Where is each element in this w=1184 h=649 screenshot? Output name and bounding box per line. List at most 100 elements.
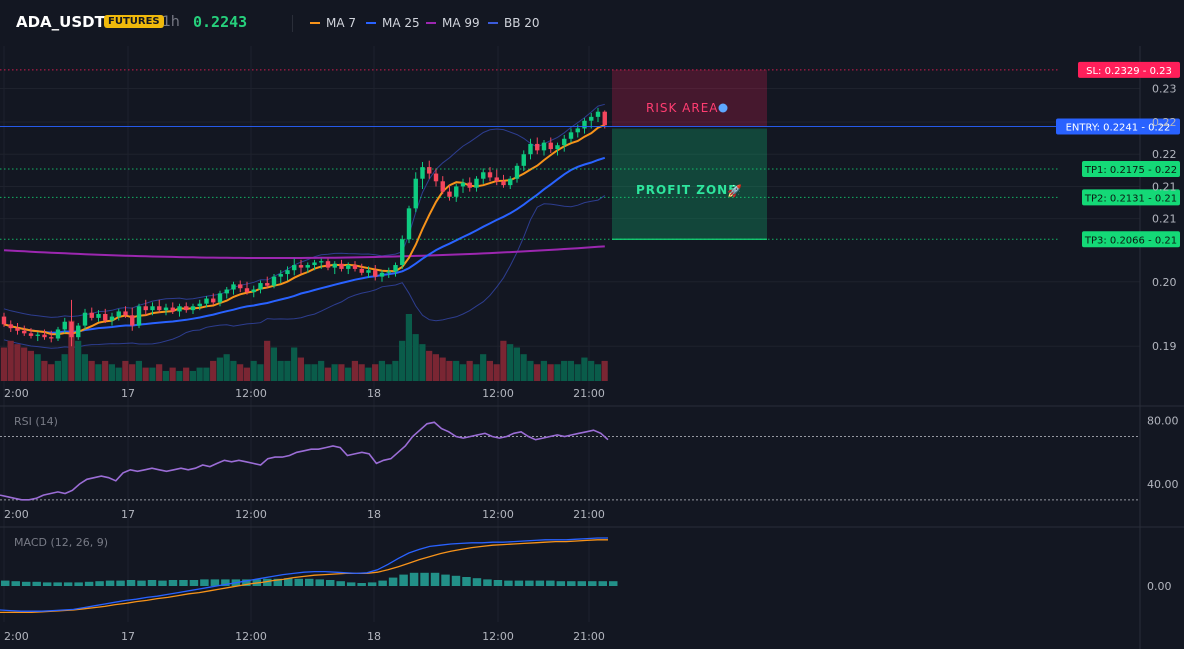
macd-histogram-bar: [74, 582, 83, 586]
macd-histogram-bar: [378, 580, 387, 586]
volume-bar: [115, 367, 122, 381]
volume-bar: [183, 367, 190, 381]
profit-zone[interactable]: [612, 128, 767, 240]
time-tick-label: 17: [121, 508, 135, 521]
candle-body: [22, 330, 27, 334]
level-tag-entry: [1056, 118, 1180, 135]
legend-ma7-swatch: [310, 21, 320, 24]
candle-body: [474, 178, 479, 188]
time-tick-label: 2:00: [4, 387, 29, 400]
volume-bar: [588, 360, 595, 381]
candle-body: [231, 284, 236, 290]
legend-bb20[interactable]: BB 20: [488, 16, 540, 30]
candle-body: [109, 316, 115, 321]
axes: 0.23 0.22 0.22 0.21 0.21 0.20 0.19 2:00 17 12:00 1…: [4, 83, 1177, 643]
macd-histogram-bar: [42, 582, 52, 586]
level-tag-profit: [1082, 231, 1180, 248]
macd-histogram-bar: [357, 583, 366, 586]
candle-body: [555, 145, 560, 150]
symbol-label[interactable]: ADA_USDT: [16, 13, 105, 31]
volume-bar: [554, 364, 561, 381]
price-tick-label: 0.19: [1152, 340, 1177, 353]
legend-ma25[interactable]: MA 25: [366, 16, 420, 30]
macd-histogram-bar: [441, 574, 450, 586]
volume-bar: [581, 357, 588, 381]
candle-body: [278, 274, 283, 277]
trade-levels: SL: 0.2329 - 0.23 ENTRY: 0.2241 - 0.22 TP1…: [0, 61, 1180, 248]
macd-histogram-bar: [325, 580, 335, 586]
volume-bar: [243, 367, 250, 381]
volume-bar: [68, 320, 75, 381]
last-price: 0.2243: [193, 13, 248, 31]
candle-body: [89, 312, 94, 318]
macd-histogram-bar: [179, 580, 188, 586]
volume-bar: [547, 364, 554, 381]
macd-histogram-bar: [493, 580, 503, 586]
macd-histogram-bar: [95, 581, 104, 586]
candle-body: [82, 312, 88, 326]
macd-histogram-bar: [263, 578, 272, 586]
macd-histogram-bar: [168, 580, 178, 586]
candle-body: [373, 270, 378, 277]
volume-bar: [88, 360, 95, 381]
candle-body: [366, 270, 371, 273]
level-tag-text: ENTRY: 0.2241 - 0.22: [1066, 123, 1171, 134]
candles: [1, 107, 607, 347]
volume-bar: [108, 364, 115, 381]
volume-bar: [149, 367, 156, 381]
volume-bar: [446, 360, 453, 381]
time-tick-label: 21:00: [573, 387, 605, 400]
macd-histogram-bar: [462, 577, 471, 586]
candle-body: [69, 321, 74, 338]
candle-body: [386, 271, 391, 273]
candle-body: [177, 306, 182, 312]
risk-area-zone[interactable]: [612, 69, 767, 127]
macd-histogram-bar: [598, 581, 607, 586]
macd-histogram-bar: [221, 579, 230, 586]
macd-histogram-bar: [200, 579, 209, 586]
volume-bar: [594, 364, 601, 381]
volume-bar: [162, 370, 169, 381]
candle-body: [393, 265, 398, 272]
volume-bar: [385, 364, 392, 381]
candle-body: [211, 298, 216, 303]
volume-bar: [210, 360, 217, 381]
legend-ma7[interactable]: MA 7: [310, 16, 356, 30]
timeframe-label[interactable]: 1h: [162, 14, 180, 30]
candle-body: [136, 306, 142, 326]
macd-tick-label: 0.00: [1147, 580, 1172, 593]
candle-body: [460, 182, 466, 187]
volume-bar: [561, 360, 568, 381]
volume-bar: [95, 364, 102, 381]
level-tag-profit: [1082, 161, 1180, 178]
candle-body: [49, 337, 54, 339]
legend-ma99[interactable]: MA 99: [426, 16, 480, 30]
macd-histogram-bar: [32, 581, 41, 586]
candle-body: [447, 191, 452, 197]
level-tag-text: TP1: 0.2175 - 0.22: [1084, 165, 1177, 176]
candle-body: [8, 324, 13, 329]
macd-histogram-bar: [242, 579, 251, 586]
candle-body: [400, 239, 405, 266]
macd-histogram-bar: [525, 580, 534, 586]
volume-bar: [284, 360, 291, 381]
macd-histogram-bar: [504, 580, 513, 586]
shield-icon: [718, 103, 728, 113]
price-tick-label: 0.22: [1152, 116, 1177, 129]
volume-bar: [250, 360, 257, 381]
candle-body: [28, 333, 34, 336]
candle-body: [602, 111, 607, 126]
volume-bar: [169, 367, 176, 381]
candle-body: [123, 311, 128, 316]
candle-body: [251, 289, 256, 293]
legend-ma7-label: MA 7: [326, 16, 357, 30]
bb-lower-line: [3, 195, 606, 349]
candle-body: [35, 334, 40, 336]
volume-bar: [291, 347, 298, 381]
time-tick-label: 2:00: [4, 508, 29, 521]
volume-bar: [372, 364, 379, 381]
volume-bar: [102, 360, 109, 381]
volume-bar: [297, 357, 304, 381]
volume-bar: [338, 364, 345, 381]
